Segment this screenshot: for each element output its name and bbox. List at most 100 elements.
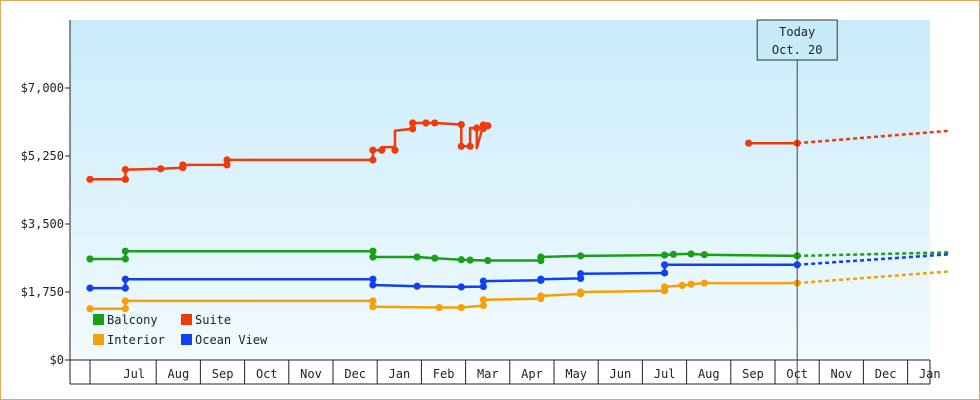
data-point-balcony: [537, 253, 545, 261]
data-point-ocean-view: [661, 269, 669, 277]
data-point-interior: [86, 305, 94, 313]
data-point-ocean-view: [369, 281, 377, 289]
data-point-ocean-view: [369, 275, 377, 283]
data-point-suite: [378, 146, 386, 154]
series-projection-interior: [797, 270, 950, 285]
data-point-interior: [687, 280, 695, 288]
today-box: [756, 19, 838, 61]
data-point-suite: [466, 142, 474, 150]
data-point-suite: [223, 156, 231, 164]
legend-label: Balcony: [107, 313, 158, 327]
data-point-balcony: [121, 247, 129, 255]
data-point-interior: [369, 297, 377, 305]
data-point-ocean-view: [479, 282, 487, 291]
data-point-balcony: [457, 256, 465, 264]
data-point-balcony: [431, 254, 439, 262]
y-axis: $0 $1,750 $3,500 $5,250 $7,000: [21, 20, 71, 384]
data-point-balcony: [369, 247, 377, 255]
x-month-label: Apr: [521, 367, 543, 381]
data-point-suite: [369, 146, 377, 154]
data-point-interior: [369, 303, 377, 311]
x-month-label: Aug: [698, 367, 720, 381]
legend: Balcony Suite Interior Ocean View: [93, 313, 268, 347]
x-month-label: Sep: [212, 367, 234, 381]
y-tick-label: $0: [50, 353, 64, 367]
legend-label: Ocean View: [195, 333, 268, 347]
data-point-suite: [223, 161, 231, 169]
y-tick-label: $3,500: [21, 217, 64, 231]
data-point-interior: [435, 303, 443, 312]
data-point-ocean-view: [86, 284, 94, 292]
data-point-interior: [121, 297, 129, 305]
data-point-interior: [479, 302, 487, 310]
data-point-suite: [473, 124, 481, 132]
x-month-label: Oct: [256, 367, 278, 381]
data-point-suite: [409, 125, 417, 133]
series-projection-balcony: [797, 251, 950, 258]
legend-swatch: [181, 334, 192, 345]
today-marker: Today Oct. 20: [756, 19, 838, 384]
today-date: Oct. 20: [772, 43, 823, 57]
data-point-balcony: [661, 251, 669, 259]
x-month-label: Dec: [344, 367, 366, 381]
data-point-interior: [121, 305, 129, 313]
data-point-suite: [121, 166, 129, 174]
data-point-balcony: [121, 255, 129, 263]
x-month-label: Jul: [123, 367, 145, 381]
plot-area: [70, 20, 930, 360]
data-point-suite: [409, 119, 417, 127]
data-point-interior: [457, 303, 465, 312]
x-month-label: Jan: [919, 367, 941, 381]
data-point-suite: [369, 156, 377, 164]
data-point-suite: [86, 175, 94, 183]
data-point-ocean-view: [121, 275, 129, 283]
y-tick-label: $5,250: [21, 149, 64, 163]
data-point-suite: [391, 146, 399, 154]
data-point-suite: [484, 122, 492, 130]
legend-label: Interior: [107, 333, 165, 347]
data-point-balcony: [577, 252, 585, 260]
data-point-balcony: [669, 250, 678, 258]
data-point-ocean-view: [661, 261, 669, 269]
x-month-label: Mar: [477, 367, 499, 381]
data-point-ocean-view: [457, 283, 465, 291]
data-point-ocean-view: [577, 270, 585, 278]
data-point-interior: [700, 279, 708, 287]
data-point-interior: [678, 281, 686, 289]
data-point-suite: [157, 165, 165, 173]
x-month-label: Nov: [831, 367, 853, 381]
data-point-balcony: [466, 256, 474, 264]
data-point-interior: [661, 283, 669, 291]
series-projection-suite: [797, 129, 950, 145]
x-month-label: May: [565, 367, 587, 381]
data-point-interior: [577, 288, 585, 296]
y-tick-label: $1,750: [21, 285, 64, 299]
x-month-label: Nov: [300, 367, 322, 381]
data-point-suite: [431, 119, 439, 127]
x-month-label: Dec: [875, 367, 897, 381]
y-tick-label: $7,000: [21, 81, 64, 95]
data-point-suite: [457, 142, 465, 150]
x-month-label: Feb: [433, 367, 455, 381]
data-point-suite: [422, 119, 430, 127]
data-point-ocean-view: [121, 284, 129, 292]
data-point-balcony: [687, 250, 695, 258]
x-month-label: Jul: [654, 367, 676, 381]
today-label: Today: [779, 25, 815, 39]
data-point-balcony: [484, 256, 492, 265]
data-point-balcony: [86, 255, 94, 263]
marker-layer: [86, 119, 801, 313]
x-month-label: Jan: [389, 367, 411, 381]
x-month-label: Sep: [742, 367, 764, 381]
legend-swatch: [93, 314, 104, 325]
data-point-balcony: [369, 253, 377, 261]
x-month-label: Jun: [610, 367, 632, 381]
data-point-balcony: [700, 251, 708, 259]
data-point-ocean-view: [537, 275, 545, 283]
data-point-balcony: [413, 253, 421, 261]
data-point-interior: [537, 292, 545, 300]
legend-label: Suite: [195, 313, 231, 327]
data-point-interior: [479, 296, 487, 304]
data-point-suite: [179, 161, 187, 169]
